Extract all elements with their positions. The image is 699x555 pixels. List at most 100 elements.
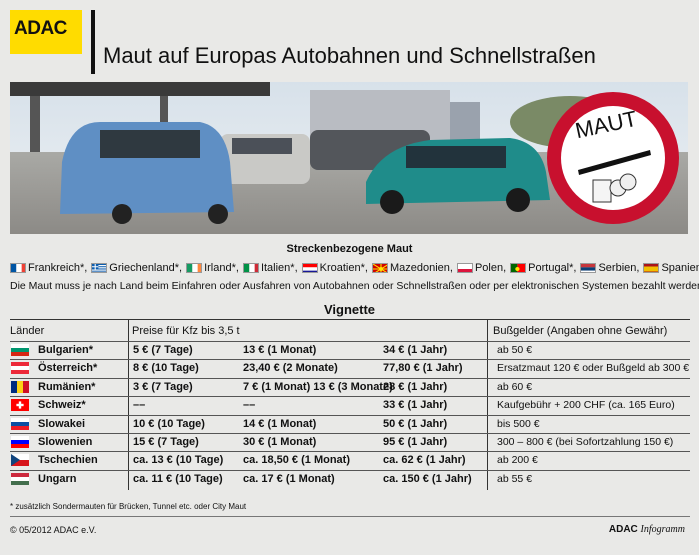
- toll-country-item: Italien*,: [242, 262, 298, 274]
- flag-icon: [11, 472, 29, 485]
- toll-country-item: Frankreich*,: [10, 262, 87, 274]
- toll-country-item: Mazedonien,: [371, 262, 453, 274]
- price-month: 13 € (1 Monat): [243, 344, 317, 356]
- toll-country-name: Portugal*,: [528, 262, 577, 274]
- flag-icon: [580, 263, 597, 273]
- fine-text: 300 – 800 € (bei Sofortzahlung 150 €): [497, 436, 674, 448]
- flag-icon: [11, 399, 29, 412]
- table-row: Bulgarien* 5 € (7 Tage) 13 € (1 Monat) 34 €…: [10, 341, 690, 360]
- table-top-rule: [10, 319, 690, 320]
- col-divider-2: [487, 320, 488, 490]
- section-streckenbezogene-maut: Streckenbezogene Maut: [286, 243, 413, 255]
- section-vignette: Vignette: [323, 302, 376, 317]
- row-rule: [10, 414, 690, 416]
- cars-photo: MAUT: [10, 82, 688, 234]
- footer-brand-adac: ADAC: [608, 524, 638, 535]
- price-year: ca. 150 € (1 Jahr): [383, 472, 472, 485]
- price-year: 33 € (1 Jahr): [383, 399, 448, 412]
- toll-country-name: Serbien,: [598, 262, 640, 274]
- table-row: Rumänien* 3 € (7 Tage) 7 € (1 Monat) 13 € …: [10, 377, 690, 397]
- price-year: 95 € (1 Jahr): [383, 436, 448, 448]
- toll-countries-list: Frankreich*, Griechenland*, Irland*, Italie…: [10, 262, 699, 274]
- price-short: 5 € (7 Tage): [133, 344, 193, 356]
- fine-text: ab 200 €: [497, 454, 538, 467]
- row-rule: [10, 433, 690, 434]
- table-row: Österreich* 8 € (10 Tage) 23,40 € (2 Monat…: [10, 359, 690, 378]
- page-title: Maut auf Europas Autobahnen und Schnells…: [103, 43, 596, 68]
- adac-logo: ADAC: [10, 10, 82, 54]
- fine-text: Kaufgebühr + 200 CHF (ca. 165 Euro): [497, 399, 675, 412]
- table-row: Slowenien 15 € (7 Tage) 30 € (1 Monat) 95 €…: [10, 433, 690, 452]
- toll-country-name: Polen,: [474, 262, 507, 274]
- price-short: ca. 11 € (10 Tage): [133, 472, 223, 485]
- flag-icon: [11, 417, 29, 430]
- flag-icon: [11, 454, 29, 467]
- flag-icon: [10, 263, 26, 273]
- col-header-preise: Preise für Kfz bis 3,5 t: [132, 325, 240, 337]
- country-name: Ungarn: [38, 472, 77, 485]
- country-name: Slowenien: [38, 436, 93, 448]
- price-short: 3 € (7 Tage): [133, 380, 193, 393]
- country-name: Tschechien: [38, 454, 98, 467]
- toll-country-item: Serbien,: [580, 262, 639, 274]
- toll-country-item: Spanien*: [643, 262, 699, 274]
- table-row: Slowakei 10 € (10 Tage) 14 € (1 Monat) 50 €…: [10, 414, 690, 434]
- row-rule: [10, 396, 690, 398]
- footer-brand-infogramm: Infogramm: [640, 524, 685, 535]
- flag-icon: [186, 263, 203, 273]
- price-year: 34 € (1 Jahr): [383, 344, 448, 356]
- toll-country-name: Italien*,: [260, 262, 298, 274]
- title-divider: [91, 10, 95, 74]
- cars-photo-illustration: [10, 82, 688, 234]
- flag-icon: [242, 263, 259, 273]
- flag-icon: [91, 263, 108, 273]
- copyright: © 05/2012 ADAC e.V.: [10, 525, 97, 535]
- table-row: Ungarn ca. 11 € (10 Tage) ca. 17 € (1 Mona…: [10, 469, 690, 489]
- row-rule: [10, 341, 690, 342]
- price-month: ––: [243, 399, 256, 412]
- flag-icon: [11, 380, 29, 393]
- fine-text: ab 60 €: [497, 380, 533, 393]
- price-year: 77,80 € (1 Jahr): [383, 362, 463, 375]
- fine-text: ab 50 €: [497, 344, 533, 356]
- table-row: Schweiz* –– –– 33 € (1 Jahr) Kaufgebühr + 20…: [10, 396, 690, 415]
- toll-note: Die Maut muss je nach Land beim Einfahre…: [10, 280, 699, 292]
- fine-text: Ersatzmaut 120 € oder Bußgeld ab 300 €: [497, 362, 690, 375]
- price-year: 50 € (1 Jahr): [383, 417, 448, 430]
- toll-country-name: Mazedonien,: [389, 262, 453, 274]
- flag-icon: [301, 263, 318, 273]
- price-year: 28 € (1 Jahr): [383, 380, 448, 393]
- col-header-bussgeld: Bußgelder (Angaben ohne Gewähr): [493, 325, 668, 337]
- price-short: 15 € (7 Tage): [133, 436, 199, 448]
- toll-country-item: Irland*,: [186, 262, 239, 274]
- footer-brand: ADAC Infogramm: [609, 524, 685, 535]
- flag-icon: [11, 362, 29, 375]
- country-name: Schweiz*: [38, 399, 86, 412]
- toll-country-item: Kroatien*,: [301, 262, 368, 274]
- price-short: 8 € (10 Tage): [133, 362, 199, 375]
- flag-icon: [456, 263, 473, 273]
- col-header-laender: Länder: [10, 325, 45, 337]
- price-month: 30 € (1 Monat): [243, 436, 317, 448]
- row-rule: [10, 359, 690, 361]
- toll-country-name: Spanien*: [661, 262, 699, 274]
- flag-icon: [11, 436, 29, 448]
- price-month: 23,40 € (2 Monate): [243, 362, 338, 375]
- fine-text: ab 55 €: [497, 472, 533, 485]
- price-month: 7 € (1 Monat) 13 € (3 Monate): [243, 380, 393, 393]
- toll-country-name: Irland*,: [204, 262, 239, 274]
- price-month: ca. 17 € (1 Monat): [243, 472, 335, 485]
- col-divider-1: [128, 320, 129, 490]
- toll-country-name: Frankreich*,: [28, 262, 88, 274]
- row-rule: [10, 377, 690, 379]
- footer-divider: [10, 516, 690, 517]
- toll-country-item: Polen,: [456, 262, 507, 274]
- country-name: Slowakei: [38, 417, 86, 430]
- price-month: 14 € (1 Monat): [243, 417, 317, 430]
- flag-icon: [371, 263, 388, 273]
- flag-icon: [643, 263, 660, 273]
- fine-text: bis 500 €: [497, 417, 540, 430]
- country-name: Rumänien*: [38, 380, 96, 393]
- footnote: * zusätzlich Sondermauten für Brücken, T…: [10, 502, 247, 511]
- price-short: ––: [133, 399, 146, 412]
